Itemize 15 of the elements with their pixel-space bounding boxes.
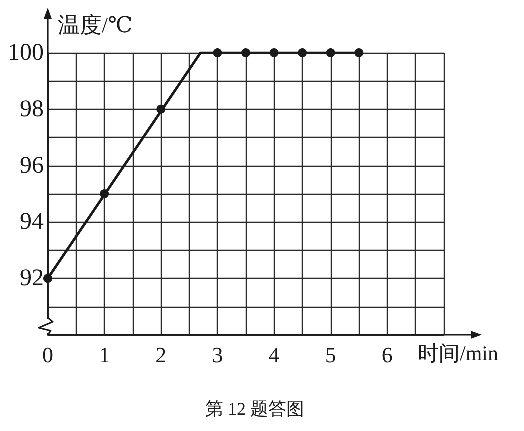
x-axis-title: 时间/min [418,342,500,366]
x-tick-label: 1 [99,342,110,368]
y-tick-label: 98 [20,96,44,122]
x-tick-label: 4 [268,342,280,368]
y-tick-label: 92 [20,266,44,292]
y-tick-label: 100 [8,40,44,66]
x-tick-label: 5 [325,342,336,368]
y-tick-label: 94 [20,209,44,236]
text: 第 12 题答图 [206,399,304,419]
x-tick-label: 2 [156,342,167,368]
y-axis-title: 温度/℃ [58,12,133,38]
x-tick-label: 6 [382,342,393,368]
x-tick-label: 3 [212,342,224,368]
x-tick-label: 0 [42,342,54,368]
y-tick-label: 96 [20,152,44,179]
